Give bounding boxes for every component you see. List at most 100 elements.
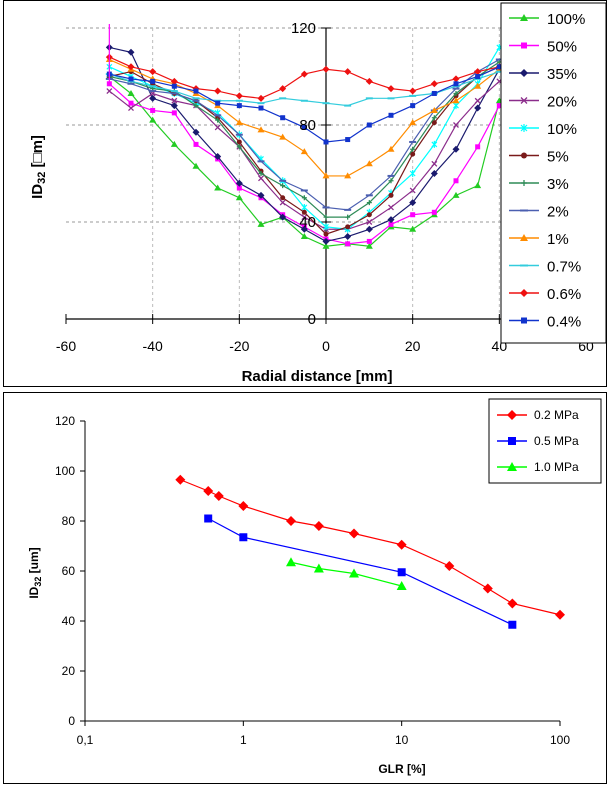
data-point (323, 231, 329, 237)
data-point (235, 179, 243, 187)
data-point (279, 213, 287, 221)
data-point (280, 195, 286, 201)
legend-entry-1: 1% (509, 231, 569, 248)
data-point (496, 103, 502, 109)
data-point (474, 182, 482, 189)
legend-label: 0.4% (547, 314, 581, 331)
data-point (214, 124, 221, 131)
data-point (258, 175, 264, 182)
series-line (180, 479, 561, 616)
legend-marker (521, 317, 527, 324)
data-point (301, 209, 307, 215)
data-point (388, 204, 394, 211)
data-point (323, 139, 329, 145)
data-point (170, 77, 178, 85)
legend-marker (520, 97, 528, 104)
data-point (388, 192, 394, 198)
data-point (397, 568, 406, 577)
x-tick-label: -60 (56, 338, 76, 354)
data-point (431, 160, 438, 167)
data-point (474, 104, 482, 112)
series-0-6 (105, 53, 503, 102)
legend-label: 100% (547, 11, 585, 28)
data-point (482, 583, 493, 594)
data-point (128, 100, 134, 106)
data-point (106, 88, 113, 95)
data-point (474, 82, 482, 89)
data-point (235, 119, 243, 126)
data-point (192, 128, 200, 136)
data-point (474, 97, 481, 104)
data-point (365, 225, 373, 233)
data-point (128, 76, 134, 82)
data-point (452, 191, 460, 198)
legend-marker (520, 124, 528, 132)
chart-panel-radial: -60 -40 -20 0 20 40 60 0 40 80 120 Radial distance… (3, 0, 607, 387)
data-point (193, 141, 199, 147)
data-point (365, 242, 373, 249)
legend-entry-35: 35% (509, 66, 577, 83)
y-tick-label: 20 (62, 664, 76, 678)
legend-entry-0-2-mpa: 0.2 MPa (497, 408, 579, 422)
data-point (409, 170, 416, 177)
data-point (204, 514, 213, 523)
data-point (452, 145, 460, 153)
legend-marker (507, 462, 517, 471)
data-point (257, 220, 265, 227)
legend-label: 20% (547, 94, 577, 111)
y-tick-label: 60 (62, 564, 76, 578)
data-point (193, 88, 199, 94)
tick-labels: 0,1 1 10 100 0 20 40 60 80 100 120 (55, 414, 570, 747)
data-point (279, 85, 287, 93)
data-point (149, 68, 157, 76)
legend-entry-0-6: 0.6% (509, 286, 581, 303)
y-tick-label: 80 (299, 117, 316, 134)
legend-entry-10: 10% (509, 121, 577, 138)
legend-marker (520, 234, 528, 241)
series-group (105, 24, 503, 249)
data-point (431, 115, 437, 121)
data-point (430, 106, 438, 113)
x-tick-label: 0,1 (77, 733, 94, 747)
y-tick-label: 0 (68, 714, 75, 728)
glr-chart: 0,1 1 10 100 0 20 40 60 80 100 120 GLR [%] ID32 [u… (27, 398, 602, 776)
data-point (203, 486, 214, 496)
x-tick-label: 1 (240, 733, 247, 747)
data-point (349, 528, 360, 539)
legend-entry-5: 5% (509, 149, 569, 166)
series-line (207, 517, 513, 626)
y-tick-label: 120 (55, 414, 75, 428)
data-point (322, 65, 330, 73)
data-point (410, 103, 416, 109)
legend-marker (520, 14, 528, 21)
data-point (366, 238, 372, 244)
data-point (301, 203, 308, 211)
data-point (508, 620, 517, 629)
data-point (279, 133, 287, 140)
y-tick-label: 100 (55, 464, 75, 478)
data-point (396, 539, 407, 550)
legend-label: 5% (547, 149, 569, 166)
data-point (388, 221, 394, 227)
legend-entry-100: 100% (509, 11, 585, 28)
y-tick-label: 0 (308, 311, 316, 328)
data-point (257, 191, 265, 199)
legend-label: 0.2 MPa (534, 408, 579, 422)
data-point (322, 237, 330, 245)
legend-label: 10% (547, 121, 577, 138)
legend-entry-2: 2% (509, 204, 569, 221)
data-point (285, 557, 296, 567)
data-point (301, 214, 308, 221)
series-line (109, 56, 500, 99)
data-point (409, 87, 417, 95)
legend: 0.2 MPa 0.5 MPa 1.0 MPa (488, 398, 602, 484)
series-group (175, 474, 565, 629)
series-0-5-mpa (204, 514, 517, 629)
data-point (444, 561, 455, 571)
legend-entry-0-4: 0.4% (509, 314, 581, 331)
data-point (365, 77, 373, 85)
legend-box (500, 2, 607, 344)
data-point (150, 78, 156, 84)
